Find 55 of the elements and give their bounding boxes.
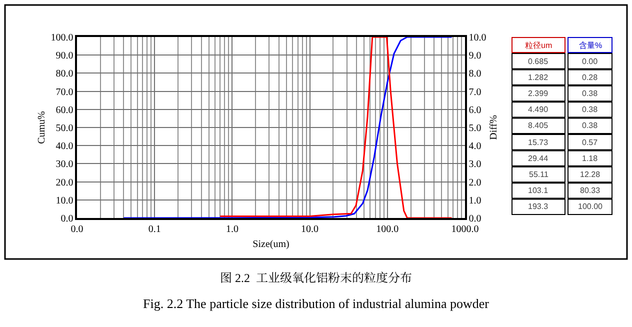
x-tick-label: 100.0: [376, 224, 399, 235]
y-tick-label: 40.0: [56, 141, 74, 152]
text: 2.399: [528, 89, 549, 98]
y2-tick-label: 10.0: [468, 32, 486, 44]
text: 0.28: [582, 73, 598, 82]
y-tick-label: 70.0: [56, 86, 74, 98]
text: 图 2.2 工业级氧化铝粉末的粒度分布: [220, 271, 412, 285]
x-tick-label: 1.0: [226, 224, 238, 235]
text: 4.490: [528, 105, 549, 114]
x-tick-label: 10.0: [301, 224, 319, 235]
text: 1.18: [582, 154, 598, 163]
text: 0.685: [528, 57, 549, 66]
y-tick-label: 80.0: [56, 68, 74, 80]
y-tick-label: 90.0: [56, 50, 74, 62]
y-axis-title: Cumu%: [36, 111, 48, 144]
y2-tick-label: 8.0: [468, 68, 482, 80]
y2-tick-label: 5.0: [468, 123, 482, 134]
text: 55.11: [529, 170, 549, 179]
y2-axis-title: Diff%: [488, 115, 500, 140]
text: 1.282: [528, 73, 549, 82]
text: 103.1: [528, 186, 549, 195]
y-tick-label: 20.0: [56, 177, 74, 188]
text: 0.38: [582, 105, 598, 114]
text: 29.44: [528, 154, 549, 163]
x-axis-title: Size(um): [252, 238, 290, 250]
text: 0.38: [582, 121, 598, 130]
y-tick-label: 60.0: [56, 104, 74, 116]
text: 0.38: [582, 89, 598, 98]
y-tick-label: 100.0: [50, 32, 74, 44]
y2-tick-label: 7.0: [468, 86, 482, 98]
y2-tick-label: 0.0: [468, 214, 482, 224]
text: 193.3: [528, 202, 549, 211]
y-tick-label: 0.0: [60, 214, 74, 224]
text: 0.57: [582, 138, 598, 147]
text: 15.73: [528, 138, 549, 147]
x-tick-label: 0.0: [70, 224, 84, 235]
y2-tick-label: 4.0: [468, 141, 482, 152]
y-tick-label: 30.0: [56, 159, 74, 170]
text: 0.00: [582, 57, 598, 66]
text: Fig. 2.2 The particle size distribution of industrial alumina powder: [143, 296, 490, 311]
y2-tick-label: 1.0: [468, 195, 482, 206]
x-tick-label: 0.1: [148, 224, 161, 235]
y-tick-label: 10.0: [56, 195, 74, 206]
text: 12.28: [580, 170, 601, 179]
text: 100.00: [578, 202, 604, 211]
y2-tick-label: 9.0: [468, 50, 482, 62]
text: 含量%: [579, 41, 602, 50]
text: 8.405: [528, 121, 549, 130]
text: 粒径um: [525, 41, 552, 50]
text: 80.33: [580, 186, 601, 195]
y2-tick-label: 3.0: [468, 159, 482, 170]
y2-tick-label: 6.0: [468, 104, 482, 116]
x-tick-label: 1000.0: [451, 224, 479, 235]
y2-tick-label: 2.0: [468, 177, 482, 188]
y-tick-label: 50.0: [56, 123, 74, 134]
